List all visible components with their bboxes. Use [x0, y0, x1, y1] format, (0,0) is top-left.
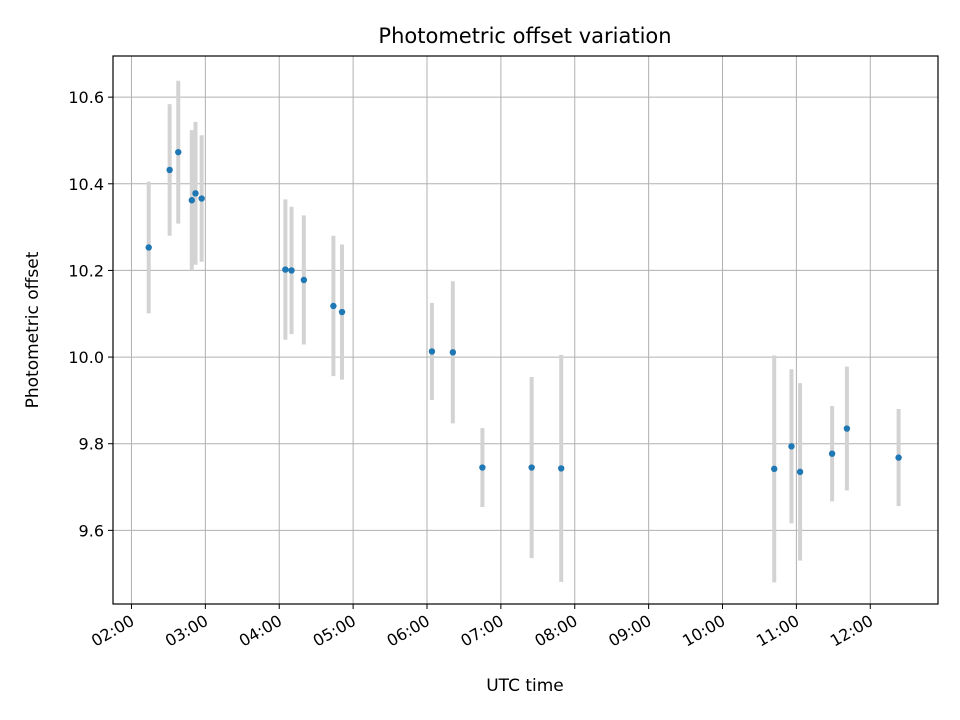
- data-point: [175, 148, 182, 156]
- y-axis-title: Photometric offset: [23, 251, 43, 408]
- y-tick-label: 10.2: [68, 261, 104, 280]
- x-axis-title: UTC time: [486, 676, 564, 696]
- data-point: [828, 450, 836, 457]
- plot-frame: [112, 55, 939, 605]
- data-point: [338, 308, 346, 316]
- data-point: [771, 465, 778, 473]
- data-point: [895, 454, 902, 461]
- y-tick-label: 10.4: [68, 175, 104, 194]
- data-point: [145, 244, 152, 251]
- y-axis: 9.6 9.8 10.0 10.2 10.4 10.6: [68, 88, 113, 540]
- data-point: [449, 349, 457, 356]
- chart-title: Photometric offset variation: [378, 24, 671, 48]
- data-point: [282, 266, 289, 273]
- data-point: [330, 302, 337, 310]
- data-point: [843, 425, 851, 432]
- data-point: [188, 197, 196, 204]
- data-point: [300, 276, 308, 284]
- data-point: [166, 166, 173, 174]
- data-point: [558, 465, 565, 472]
- y-tick-label: 10.0: [68, 348, 104, 367]
- y-tick-label: 10.6: [68, 88, 104, 107]
- data-point: [788, 443, 795, 450]
- y-tick-label: 9.8: [79, 435, 104, 454]
- data-point: [198, 195, 205, 202]
- data-points: [145, 148, 902, 476]
- data-point: [428, 348, 436, 355]
- data-point: [192, 190, 199, 197]
- data-point: [288, 267, 295, 274]
- data-point: [796, 468, 804, 476]
- y-tick-label: 9.6: [79, 521, 104, 540]
- data-point: [528, 464, 535, 471]
- data-point: [479, 464, 486, 471]
